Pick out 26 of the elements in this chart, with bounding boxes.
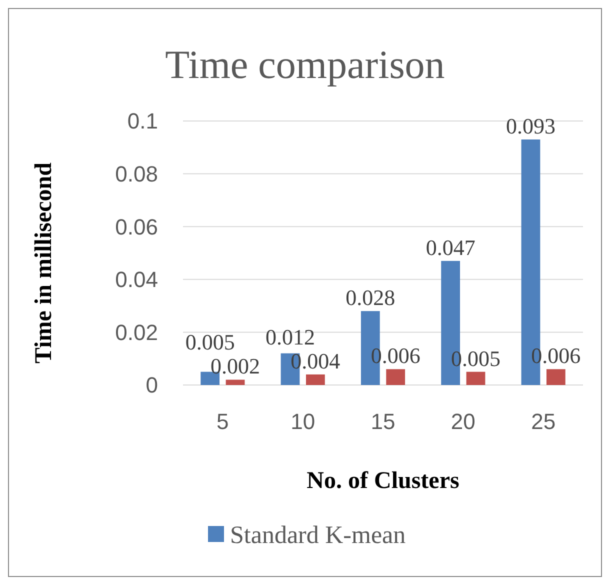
data-label: 0.047 <box>426 234 476 260</box>
data-label: 0.093 <box>506 113 556 138</box>
data-label: 0.028 <box>346 285 396 310</box>
x-tick-label: 15 <box>370 409 396 434</box>
y-tick-label: 0.06 <box>115 214 158 240</box>
x-tick-label: 10 <box>290 409 316 434</box>
x-tick-label: 25 <box>531 409 556 434</box>
chart-title: Time comparison <box>165 42 445 87</box>
bar <box>226 380 245 385</box>
y-tick-label: 0.04 <box>115 267 158 292</box>
y-tick-label: 0.02 <box>115 320 158 345</box>
y-tick-label: 0 <box>146 372 158 398</box>
bar <box>546 369 566 385</box>
data-label: 0.002 <box>210 354 260 379</box>
bar <box>466 372 486 385</box>
bar <box>306 374 325 385</box>
x-tick-label: 20 <box>450 409 476 434</box>
bar <box>386 369 406 385</box>
y-tick-label: 0.1 <box>127 108 158 134</box>
data-label: 0.012 <box>265 324 315 350</box>
y-axis-title: Time in millisecond <box>31 162 57 364</box>
y-tick-label: 0.08 <box>115 162 158 186</box>
data-label: 0.005 <box>185 330 235 355</box>
legend-label: Standard K-mean <box>230 522 406 549</box>
x-axis-title: No. of Clusters <box>306 468 460 494</box>
x-tick-label: 5 <box>216 409 229 434</box>
